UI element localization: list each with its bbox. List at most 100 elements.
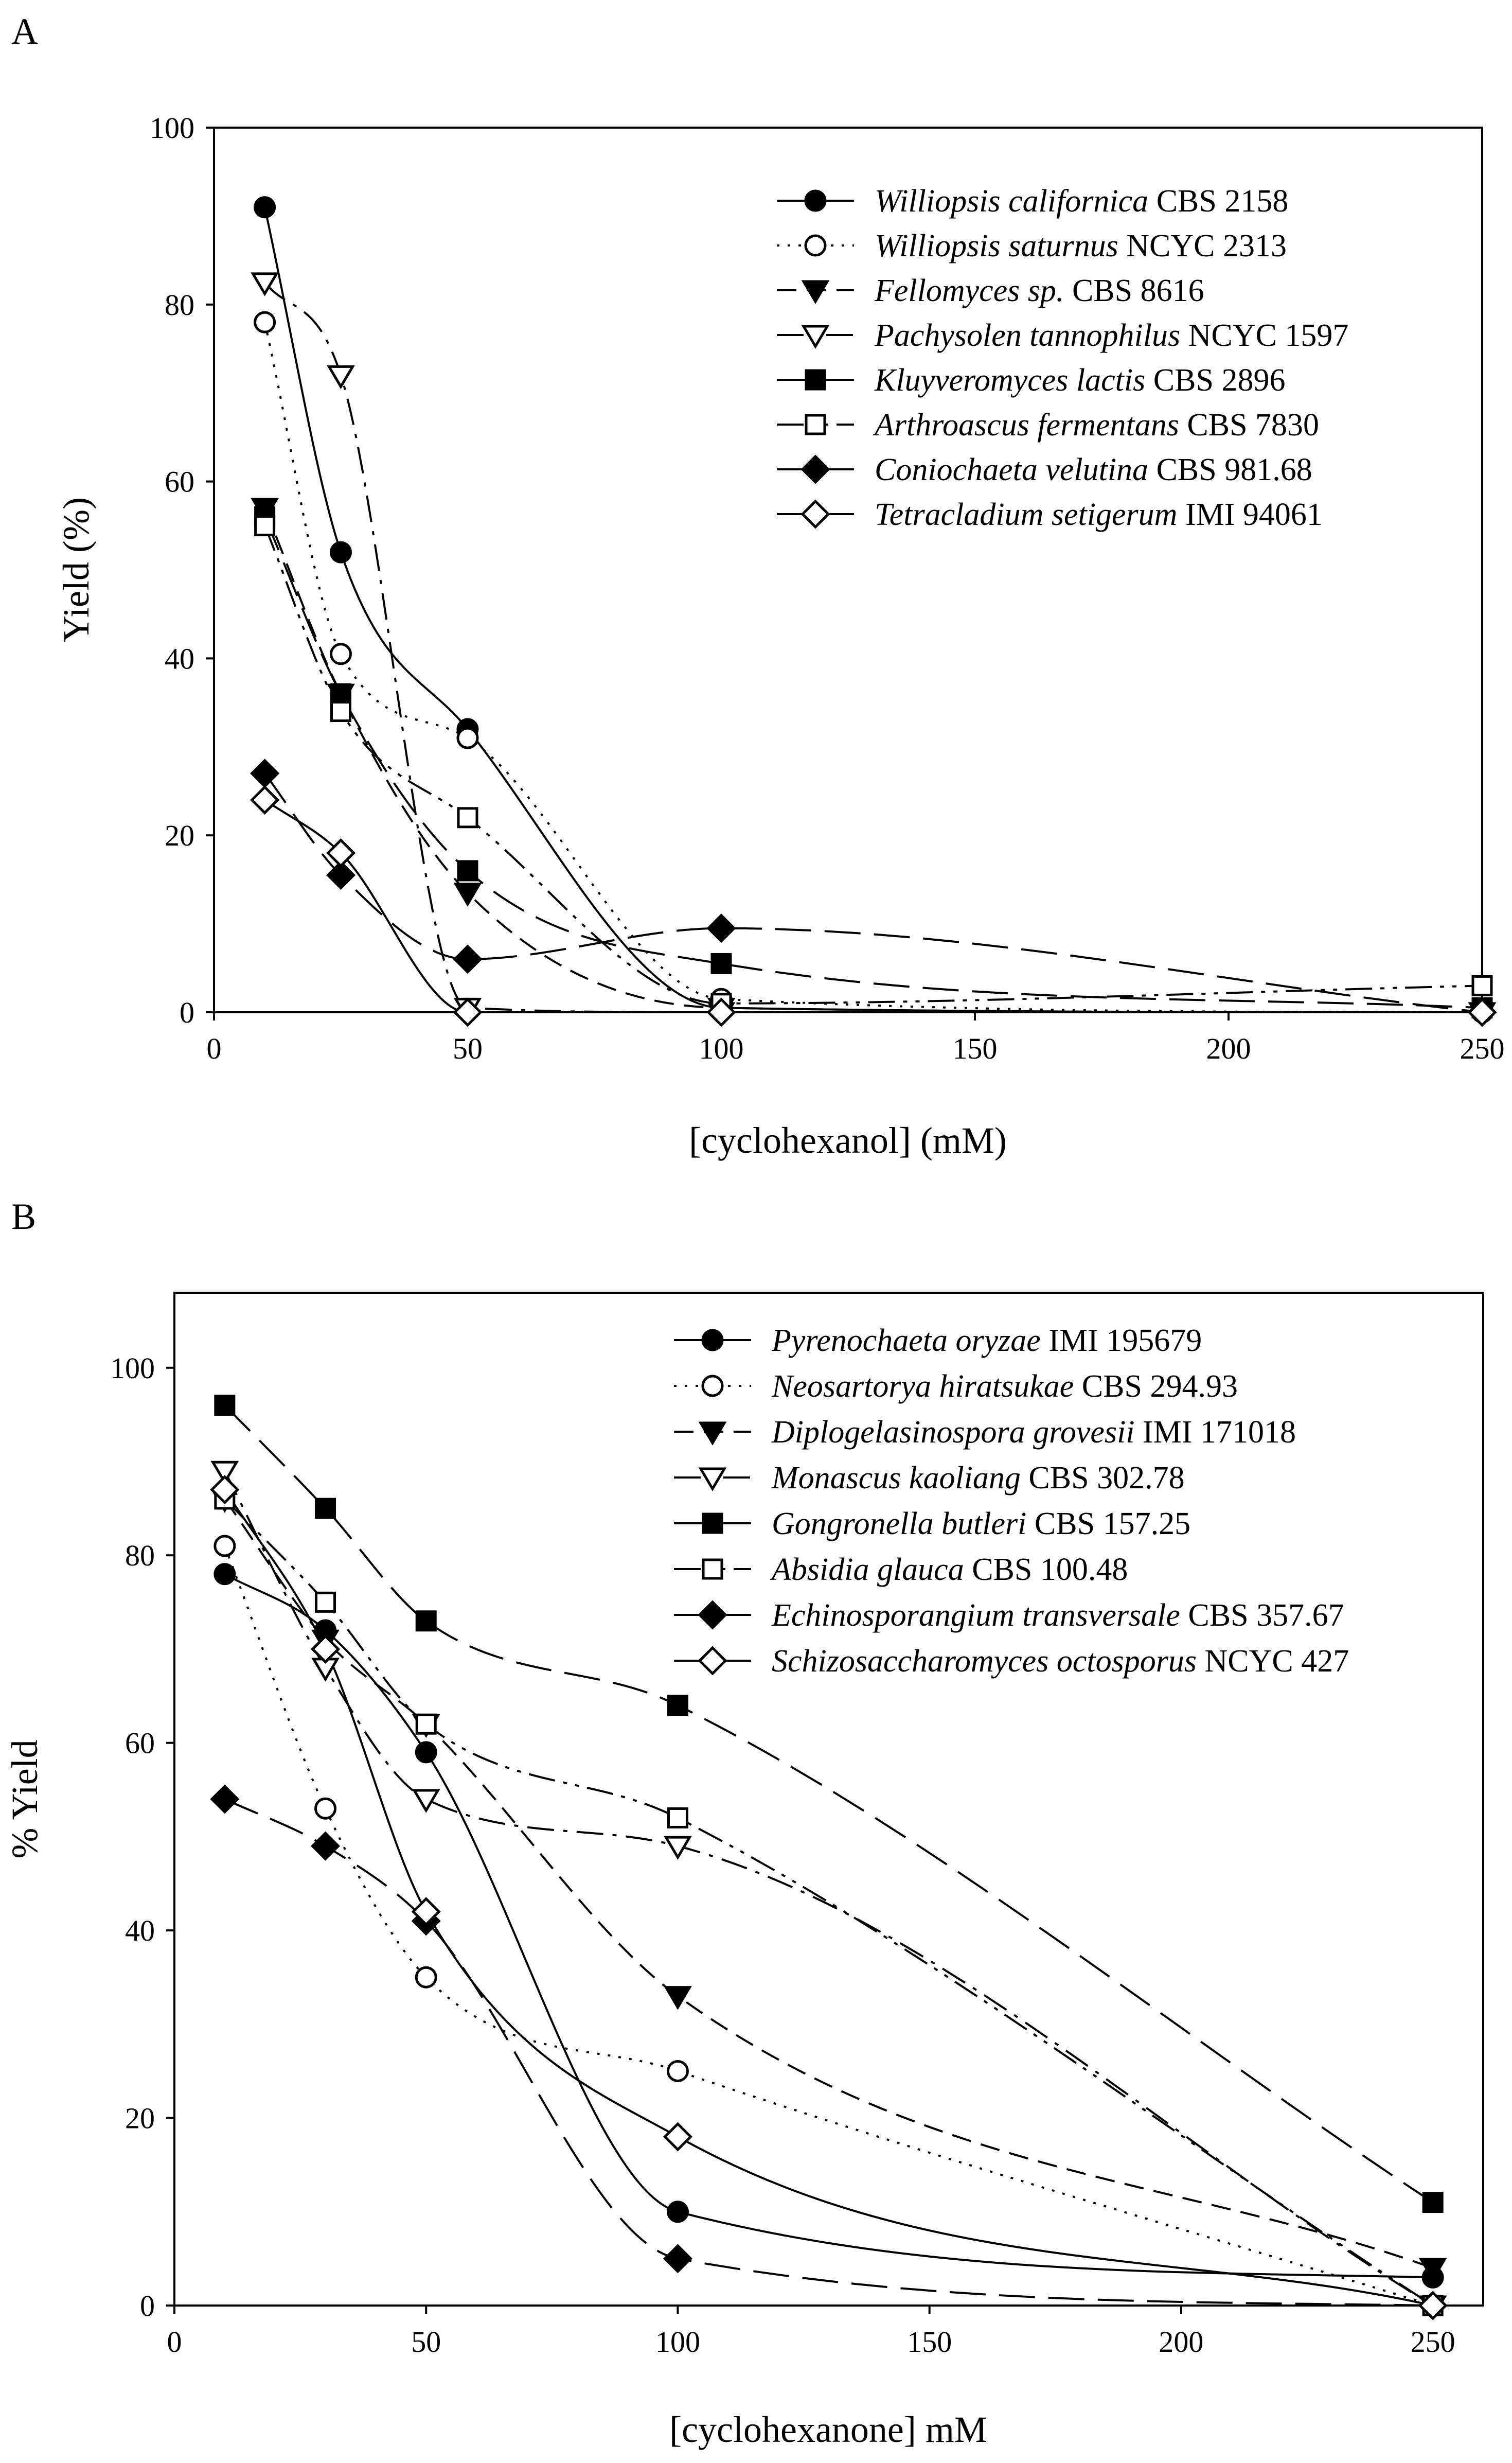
series-line — [224, 1404, 1434, 2204]
legend-marker — [698, 1467, 727, 1491]
legend-marker — [801, 454, 830, 484]
legend-entry-label: Neosartorya hiratsukae CBS 294.93 — [771, 1369, 1238, 1404]
data-point — [453, 944, 483, 974]
data-point — [326, 860, 356, 890]
data-point — [415, 1741, 437, 1764]
series-line — [264, 282, 1482, 1014]
data-point — [210, 1784, 240, 1814]
data-point — [453, 997, 483, 1027]
legend-marker — [701, 1375, 724, 1397]
data-point — [453, 883, 482, 907]
legend-species-name: Kluyveromyces lactis — [874, 363, 1145, 398]
legend-species-name: Tetracladium setigerum — [875, 497, 1177, 532]
data-point — [457, 860, 478, 882]
x-axis-title-a: [cyclohexanol] (mM) — [689, 1120, 1007, 1161]
data-point — [311, 1634, 341, 1664]
legend-strain-id: NCYC 2313 — [1118, 228, 1287, 263]
legend-a: Williopsis californica CBS 2158 Williopsi… — [777, 184, 1348, 532]
legend-species-name: Williopsis californica — [875, 184, 1148, 219]
data-point — [330, 701, 351, 723]
data-point — [315, 1591, 336, 1613]
legend-entry-label: Williopsis saturnus NCYC 2313 — [875, 228, 1287, 263]
legend-marker — [801, 280, 830, 304]
y-tick-label: 20 — [165, 819, 194, 852]
legend-species-name: Williopsis saturnus — [875, 228, 1118, 263]
data-point — [415, 1713, 437, 1735]
legend-entry-label: Absidia glauca CBS 100.48 — [770, 1552, 1128, 1587]
legend-species-name: Pachysolen tannophilus — [874, 318, 1180, 353]
data-point — [1418, 2291, 1448, 2320]
y-tick-label: 100 — [150, 111, 194, 145]
y-tick-label: 80 — [165, 288, 194, 322]
legend-strain-id: NCYC 1597 — [1180, 318, 1348, 353]
data-point — [456, 727, 479, 749]
data-point — [210, 1475, 240, 1505]
data-point — [251, 272, 279, 296]
y-tick-label: 20 — [125, 2102, 155, 2135]
series-line — [263, 322, 1483, 1013]
data-point — [667, 1695, 688, 1716]
x-tick-label: 100 — [699, 1032, 744, 1065]
plot-frame-b — [173, 1292, 1484, 2307]
data-point — [415, 1610, 437, 1632]
x-axis-title-b: [cyclohexanone] mM — [669, 2409, 987, 2450]
y-tick-label: 0 — [140, 2289, 155, 2323]
legend-marker — [805, 369, 826, 391]
x-tick-label: 150 — [953, 1032, 998, 1065]
series-markers-b — [210, 1395, 1448, 2320]
x-tick-label: 100 — [655, 2325, 700, 2359]
legend-entry-label: Echinosporangium transversale CBS 357.67 — [771, 1598, 1344, 1633]
legend-strain-id: IMI 171018 — [1135, 1415, 1296, 1450]
series-line — [224, 1798, 1433, 2307]
legend-marker — [804, 189, 827, 212]
legend-species-name: Pyrenochaeta oryzae — [771, 1323, 1041, 1358]
panel-b-label: B — [11, 1196, 36, 1237]
y-tick-label: 100 — [110, 1351, 155, 1385]
data-point — [214, 1563, 236, 1586]
y-tick-label: 60 — [125, 1727, 155, 1760]
legend-entry-label: Kluyveromyces lactis CBS 2896 — [874, 363, 1285, 398]
legend-species-name: Echinosporangium transversale — [771, 1598, 1180, 1633]
x-tick-label: 150 — [907, 2325, 952, 2359]
legend-strain-id: CBS 294.93 — [1074, 1369, 1238, 1404]
axis-ticks-b: 0 50 100 150 200 250 0 20 40 60 80 100 — [110, 1351, 1455, 2359]
legend-entry-label: Tetracladium setigerum IMI 94061 — [875, 497, 1323, 532]
legend-entry-label: Fellomyces sp. CBS 8616 — [874, 273, 1204, 308]
y-axis-title-a: Yield (%) — [56, 497, 97, 642]
data-point — [1422, 2192, 1444, 2213]
legend-strain-id: IMI 195679 — [1041, 1323, 1202, 1358]
series-line — [224, 1470, 1434, 2307]
data-point — [706, 913, 736, 943]
legend-entry-label: Schizosaccharomyces octosporus NCYC 427 — [772, 1644, 1349, 1679]
x-tick-label: 200 — [1206, 1032, 1251, 1065]
legend-entry-label: Monascus kaoliang CBS 302.78 — [771, 1461, 1185, 1496]
data-point — [666, 2060, 689, 2082]
legend-species-name: Arthroascus fermentans — [873, 408, 1179, 443]
axis-ticks-a: 0 50 100 150 200 250 0 20 40 60 80 100 — [150, 111, 1505, 1065]
legend-marker — [702, 1558, 723, 1580]
series-line — [263, 772, 1483, 1013]
legend-marker — [801, 499, 830, 529]
data-point — [667, 1807, 688, 1828]
legend-species-name: Gongronella butleri — [772, 1506, 1026, 1541]
legend-marker — [698, 1600, 727, 1630]
data-point — [254, 196, 276, 219]
data-point — [666, 2201, 689, 2223]
data-point — [457, 807, 478, 829]
data-point — [315, 1498, 336, 1519]
legend-entry-label: Pachysolen tannophilus NCYC 1597 — [874, 318, 1348, 353]
legend-strain-id: NCYC 427 — [1197, 1644, 1349, 1679]
data-point — [210, 1461, 239, 1485]
legend-species-name: Coniochaeta velutina — [875, 452, 1148, 487]
legend-marker — [801, 325, 830, 349]
legend-marker — [804, 234, 827, 257]
legend-species-name: Absidia glauca — [770, 1552, 964, 1587]
legend-entry-label: Gongronella butleri CBS 157.25 — [772, 1506, 1190, 1541]
data-point — [415, 1966, 437, 1989]
legend-strain-id: CBS 2158 — [1148, 184, 1288, 219]
legend-species-name: Fellomyces sp. — [874, 273, 1064, 308]
legend-strain-id: CBS 357.67 — [1180, 1598, 1344, 1633]
data-point — [1418, 2258, 1447, 2282]
legend-strain-id: CBS 302.78 — [1021, 1461, 1185, 1496]
